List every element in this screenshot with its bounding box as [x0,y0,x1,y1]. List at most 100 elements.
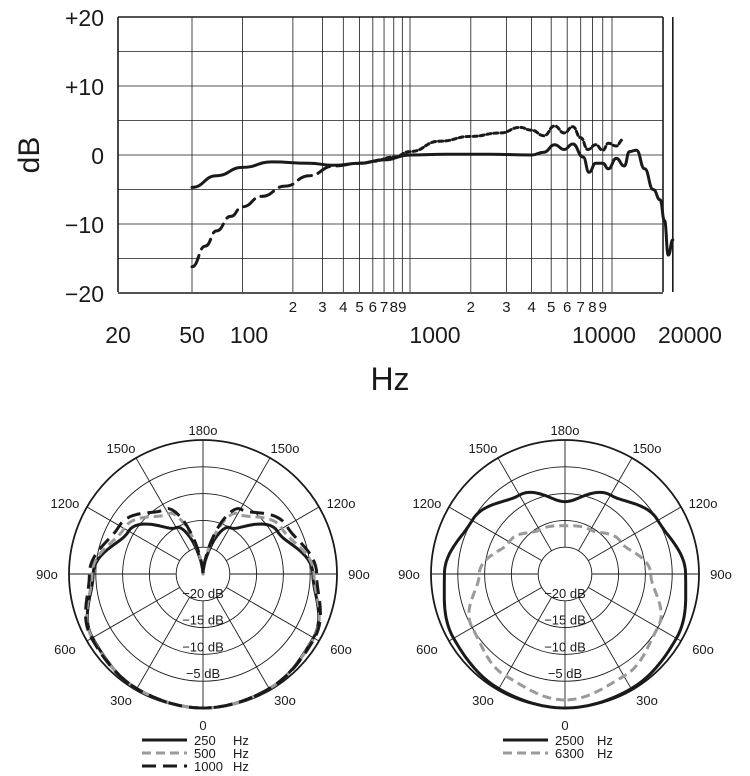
x-tick-minor-label: 8 [390,299,398,316]
x-tick-minor-label: 5 [355,299,363,316]
x-tick-minor-label: 2 [467,299,475,316]
x-tick-minor-label: 6 [369,299,377,316]
polar-angle-label: 60o [692,642,714,657]
x-tick-label: 50 [179,322,205,348]
polar-angle-label: 120o [412,496,441,511]
x-tick-minor-label: 4 [527,299,535,316]
polar-angle-label: 150o [469,441,498,456]
x-tick-label: 10000 [572,322,636,348]
legend-value: 6300 [555,746,584,761]
polar-angle-label: 60o [330,642,352,657]
polar-spoke [216,457,271,552]
y-tick-label: +20 [65,5,104,31]
y-tick-label: +10 [65,74,104,100]
y-tick-label: 0 [91,143,104,169]
polar-radial-label: −15 dB [544,613,586,628]
polar-spoke [135,596,190,691]
x-tick-label: 20 [105,322,131,348]
polar-angle-label: 150o [633,441,662,456]
x-tick-minor-label: 3 [502,299,510,316]
polar-pattern-high-freq: 0 30o 60o 90o 120o 150o 180o 150o 120o 90o 60o 30o −… [398,423,732,733]
polar-spoke [225,587,320,642]
legend-right: 2500 Hz 6300 Hz [503,733,613,761]
polar-radial-label: −15 dB [182,613,224,628]
legend-unit: Hz [597,733,613,748]
legend-left: 250 Hz 500 Hz 1000 Hz [142,733,249,774]
polar-angle-label: 90o [348,567,370,582]
polar-angle-label: 150o [107,441,136,456]
x-tick-minor-label: 6 [563,299,571,316]
legend-unit: Hz [233,746,249,761]
legend-unit: Hz [233,759,249,774]
polar-radial-label: −5 dB [186,666,220,681]
legend-value: 500 [194,746,216,761]
y-tick-label: −10 [65,212,104,238]
polar-angle-label: 30o [636,693,658,708]
polar-spoke [225,506,320,561]
x-tick-label: 100 [230,322,268,348]
polar-angle-label: 30o [274,693,296,708]
polar-angle-label: 0 [561,718,568,733]
response-series-line [190,142,675,257]
response-series-line [371,124,625,163]
polar-spoke [587,506,682,561]
polar-spoke [497,596,552,691]
polar-series-line [84,507,322,710]
x-tick-minor-label: 3 [318,299,326,316]
x-tick-minor-label: 4 [339,299,347,316]
polar-spoke [135,457,190,552]
x-tick-minor-label: 8 [588,299,596,316]
polar-radial-label: −5 dB [548,666,582,681]
x-tick-minor-label: 7 [577,299,585,316]
polar-angle-label: 180o [551,423,580,438]
polar-series-line [467,524,663,702]
x-tick-label: 1000 [409,322,460,348]
polar-radial-label: −20 dB [182,586,224,601]
polar-angle-label: 120o [689,496,718,511]
polar-angle-label: 0 [199,718,206,733]
polar-angle-label: 90o [710,567,732,582]
polar-spoke [497,457,552,552]
polar-angle-label: 30o [110,693,132,708]
polar-radial-label: −10 dB [544,639,586,654]
polar-angle-label: 30o [472,693,494,708]
legend-value: 1000 [194,759,223,774]
x-tick-minor-label: 9 [398,299,406,316]
polar-angle-label: 120o [50,496,79,511]
polar-spoke [86,506,181,561]
x-tick-minor-label: 2 [289,299,297,316]
x-tick-minor-label: 7 [380,299,388,316]
polar-spoke [578,596,633,691]
polar-spoke [216,596,271,691]
polar-spoke [578,457,633,552]
legend-value: 2500 [555,733,584,748]
polar-angle-label: 90o [398,567,420,582]
polar-angle-label: 90o [36,567,58,582]
polar-radial-label: −20 dB [544,586,586,601]
legend-unit: Hz [233,733,249,748]
response-series-line [190,153,412,269]
polar-series-line [442,490,688,710]
legend-value: 250 [194,733,216,748]
polar-spoke [448,506,543,561]
polar-spoke [587,587,682,642]
x-tick-minor-label: 9 [599,299,607,316]
polar-angle-label: 150o [271,441,300,456]
polar-spoke [86,587,181,642]
polar-angle-label: 120o [327,496,356,511]
x-tick-label: 20000 [658,322,722,348]
x-axis-label: Hz [370,361,409,397]
y-axis-label: dB [13,137,46,174]
polar-series-line [85,511,321,710]
polar-radial-label: −10 dB [182,639,224,654]
polar-spoke [448,587,543,642]
legend-unit: Hz [597,746,613,761]
polar-pattern-low-freq: 0 30o 60o 90o 120o 150o 180o 150o 120o 90o 60o 30o −… [36,423,370,733]
polar-angle-label: 180o [189,423,218,438]
y-tick-label: −20 [65,281,104,307]
polar-angle-label: 60o [416,642,438,657]
x-tick-minor-label: 5 [547,299,555,316]
polar-angle-label: 60o [54,642,76,657]
